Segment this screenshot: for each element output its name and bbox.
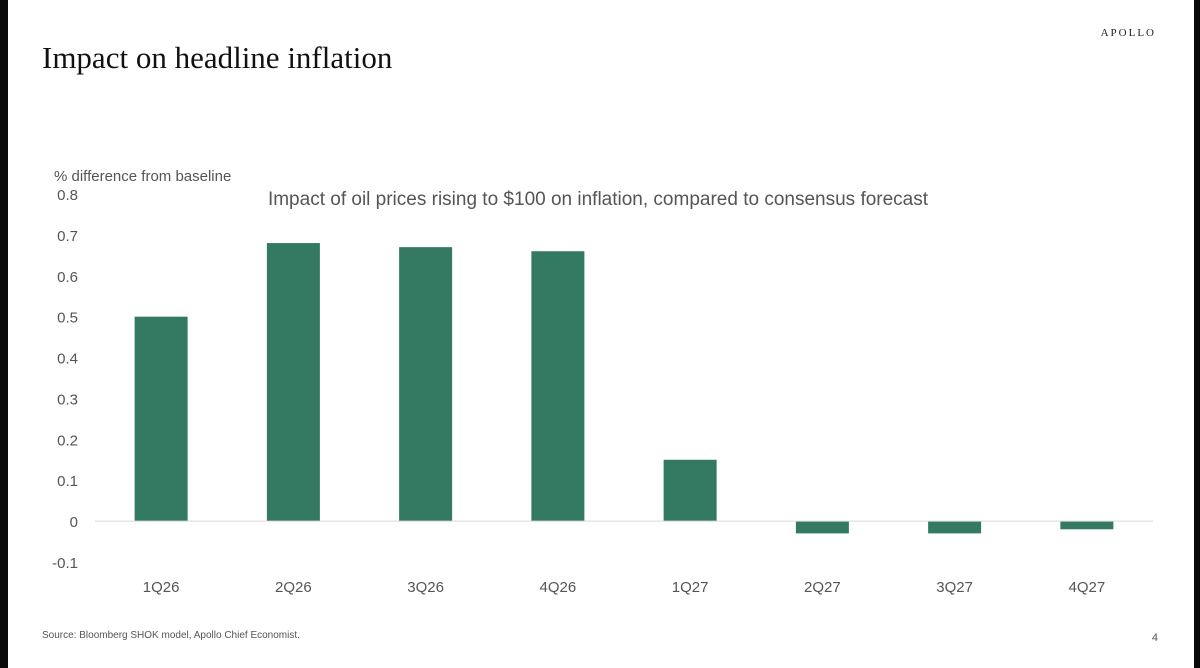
y-tick-label: 0	[70, 514, 78, 531]
x-tick-label: 2Q26	[275, 579, 312, 596]
y-tick-label: 0.2	[57, 432, 78, 449]
y-tick-label: -0.1	[52, 555, 78, 572]
page-number: 4	[1151, 632, 1158, 644]
bar	[531, 251, 585, 522]
y-axis-label: % difference from baseline	[54, 168, 231, 185]
y-tick-label: 0.3	[57, 391, 78, 408]
bar	[663, 459, 717, 522]
x-tick-label: 2Q27	[804, 579, 841, 596]
bar	[795, 521, 849, 534]
bar	[266, 243, 320, 522]
y-tick-label: 0.8	[57, 187, 78, 204]
y-tick-label: 0.5	[57, 310, 78, 327]
x-tick-label: 4Q27	[1069, 579, 1106, 596]
x-tick-label: 4Q26	[540, 579, 577, 596]
bar	[1060, 521, 1114, 530]
chart-title: Impact of oil prices rising to $100 on i…	[268, 189, 929, 210]
y-tick-label: 0.4	[57, 351, 78, 368]
bar	[928, 521, 982, 534]
y-tick-label: 0.1	[57, 473, 78, 490]
x-tick-label: 3Q27	[936, 579, 973, 596]
y-tick-label: 0.6	[57, 269, 78, 286]
x-axis-ticks: 1Q26 2Q26 3Q26 4Q26 1Q27 2Q27 3Q27 4Q27	[143, 579, 1105, 596]
bar	[134, 316, 188, 522]
x-tick-label: 1Q27	[672, 579, 709, 596]
bars	[134, 243, 1114, 534]
y-tick-label: 0.7	[57, 228, 78, 245]
x-tick-label: 1Q26	[143, 579, 180, 596]
page-title: Impact on headline inflation	[42, 40, 393, 75]
source-note: Source: Bloomberg SHOK model, Apollo Chi…	[42, 630, 300, 641]
bar	[399, 247, 453, 522]
x-tick-label: 3Q26	[407, 579, 444, 596]
brand-logo: APOLLO	[1100, 27, 1156, 39]
y-axis-ticks: 0.8 0.7 0.6 0.5 0.4 0.3 0.2 0.1 0 -0.1	[52, 187, 78, 572]
